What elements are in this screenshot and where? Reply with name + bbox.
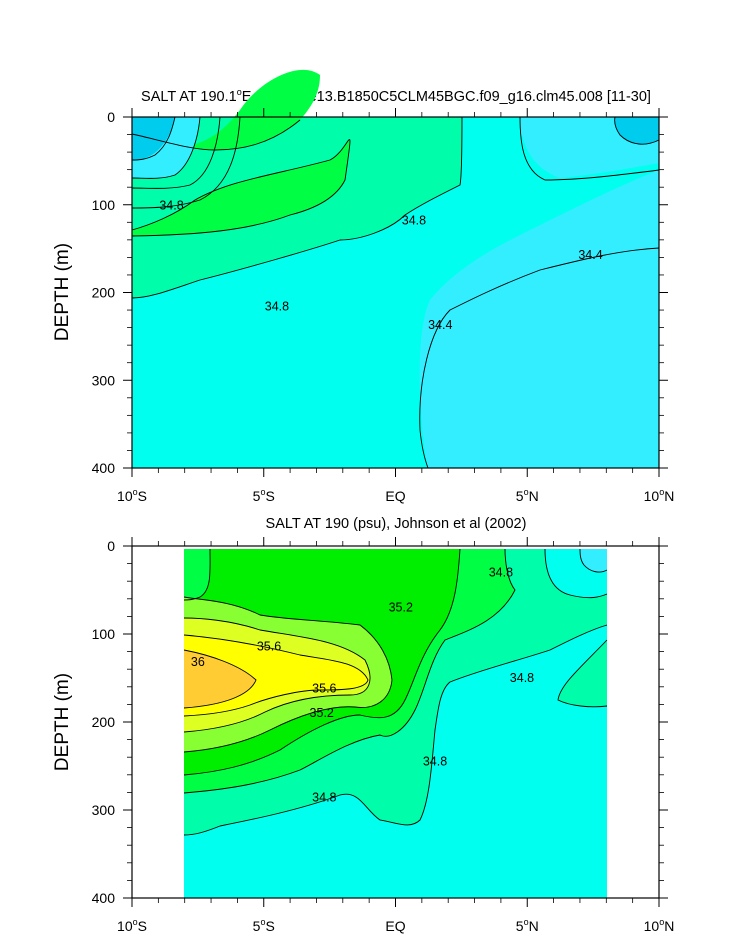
y-tick-label: 400 [92, 460, 116, 476]
contour-label: 34.8 [265, 300, 289, 314]
contour-label: 35.6 [312, 682, 336, 696]
band-34.8-se [558, 640, 607, 707]
band-34.2-west [132, 117, 175, 160]
panel-model: SALT AT 190.1oE (psu), b.e13.B1850C5CLM4… [52, 69, 674, 504]
x-tick-label: 5oS [253, 917, 275, 934]
x-tick-label: 10oS [117, 917, 147, 934]
contour-lines [183, 548, 608, 836]
contour-lines [131, 116, 660, 469]
contour-label: 34.8 [312, 791, 336, 805]
contour-labels: 34.8 34.8 34.8 34.4 34.4 [159, 199, 602, 332]
contour-label: 34.8 [423, 755, 447, 769]
contour-label: 35.2 [389, 601, 413, 615]
band-36.0 [184, 650, 256, 708]
band-35.0 [132, 139, 350, 236]
x-tick-label: 10oN [644, 917, 675, 934]
x-tick-label: 10oN [644, 487, 675, 504]
band-34.4-west [132, 117, 200, 179]
band-34.4-ne [580, 549, 607, 573]
x-tick-label: 5oS [253, 487, 275, 504]
y-tick-label: 400 [92, 890, 116, 906]
panel-observed: SALT AT 190 (psu), Johnson et al (2002) [52, 516, 674, 934]
x-tick-label: EQ [385, 488, 405, 504]
contour-label: 34.8 [402, 214, 426, 228]
y-tick-label: 200 [92, 285, 116, 301]
x-tick-label: 5oN [516, 917, 539, 934]
band-35.2-lighter [184, 549, 211, 600]
contour-label: 34.4 [428, 318, 452, 332]
band-35.0-core [132, 69, 320, 150]
contour-label: 35.2 [310, 706, 334, 720]
y-axis-label: DEPTH (m) [52, 673, 73, 771]
contour-label: 36 [191, 655, 205, 669]
panel-model-axes: 10oS 5oS EQ 5oN 10oN 0 100 200 300 400 DEPTH (m) [52, 108, 674, 504]
y-tick-label: 300 [92, 802, 116, 818]
panel-observed-axes: 10oS 5oS EQ 5oN 10oN 0 100 200 300 400 DEPTH (m) [52, 537, 674, 934]
y-tick-label: 300 [92, 372, 116, 388]
y-axis-label: DEPTH (m) [52, 243, 73, 341]
x-tick-label: 10oS [117, 487, 147, 504]
y-tick-label: 0 [107, 538, 115, 554]
contour-label: 34.8 [159, 199, 183, 213]
y-tick-label: 0 [107, 109, 115, 125]
y-tick-label: 100 [92, 626, 116, 642]
contour-labels: 34.8 35.2 35.6 36 35.6 35.2 34.8 34.8 34.8 [191, 565, 534, 804]
contour-label: 34.8 [489, 565, 513, 579]
y-tick-label: 100 [92, 197, 116, 213]
x-tick-label: 5oN [516, 487, 539, 504]
band-34.2-east [614, 117, 659, 145]
contour-label: 34.8 [510, 671, 534, 685]
contour-label: 35.6 [257, 639, 281, 653]
x-tick-label: EQ [385, 918, 405, 934]
panel-model-title: SALT AT 190.1oE (psu), b.e13.B1850C5CLM4… [141, 87, 651, 105]
y-tick-label: 200 [92, 714, 116, 730]
panel-observed-title: SALT AT 190 (psu), Johnson et al (2002) [266, 516, 527, 532]
contour-label: 34.4 [578, 248, 602, 262]
